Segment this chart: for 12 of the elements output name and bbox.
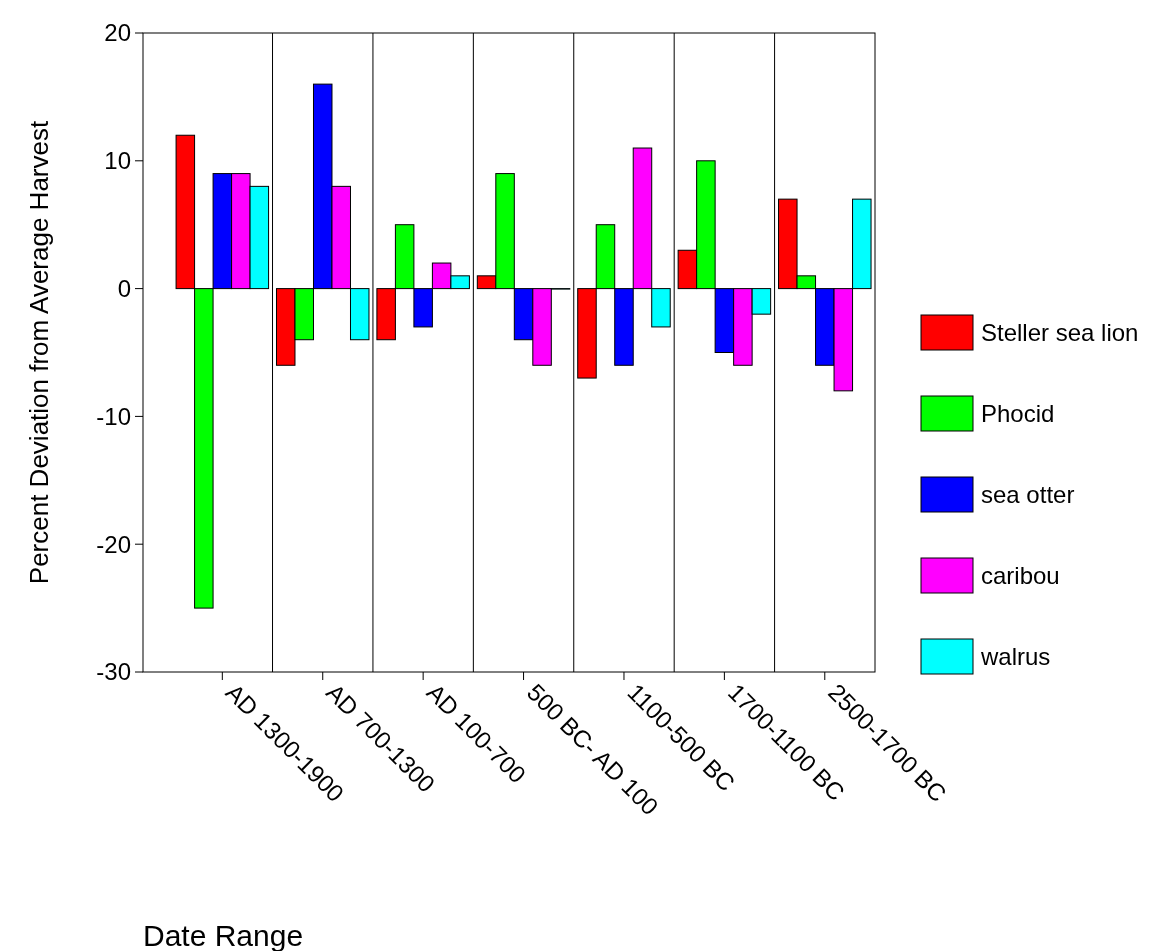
y-tick-label: -20 <box>96 530 131 558</box>
y-axis-title: Percent Deviation from Average Harvest <box>24 120 54 585</box>
legend-label: Phocid <box>981 400 1055 428</box>
legend-label: sea otter <box>981 481 1075 509</box>
y-tick-label: 0 <box>117 275 131 302</box>
y-tick-label: -10 <box>96 402 131 430</box>
legend-label: caribou <box>981 562 1060 590</box>
y-tick-label: -30 <box>96 658 131 686</box>
y-tick-label: 20 <box>104 19 131 47</box>
legend-label: Steller sea lion <box>981 319 1139 347</box>
legend-label: walrus <box>980 643 1051 671</box>
y-tick-label: 10 <box>104 147 131 175</box>
